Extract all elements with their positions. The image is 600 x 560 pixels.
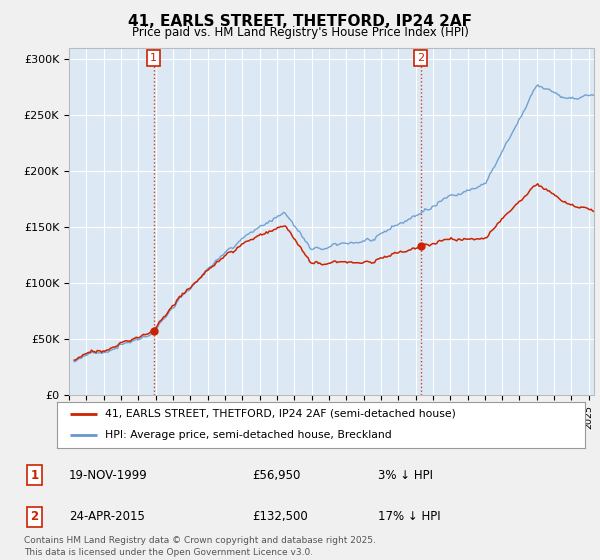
Text: 1: 1	[31, 469, 38, 482]
Text: 24-APR-2015: 24-APR-2015	[69, 510, 145, 524]
Text: £132,500: £132,500	[252, 510, 308, 524]
Text: Contains HM Land Registry data © Crown copyright and database right 2025.
This d: Contains HM Land Registry data © Crown c…	[24, 536, 376, 557]
Text: 2: 2	[417, 53, 424, 63]
Text: HPI: Average price, semi-detached house, Breckland: HPI: Average price, semi-detached house,…	[104, 430, 391, 440]
Text: 1: 1	[150, 53, 157, 63]
Text: 3% ↓ HPI: 3% ↓ HPI	[378, 469, 433, 482]
Text: £56,950: £56,950	[252, 469, 301, 482]
Text: Price paid vs. HM Land Registry's House Price Index (HPI): Price paid vs. HM Land Registry's House …	[131, 26, 469, 39]
Text: 19-NOV-1999: 19-NOV-1999	[69, 469, 148, 482]
Text: 17% ↓ HPI: 17% ↓ HPI	[378, 510, 440, 524]
Text: 41, EARLS STREET, THETFORD, IP24 2AF (semi-detached house): 41, EARLS STREET, THETFORD, IP24 2AF (se…	[104, 409, 455, 418]
Text: 41, EARLS STREET, THETFORD, IP24 2AF: 41, EARLS STREET, THETFORD, IP24 2AF	[128, 14, 472, 29]
Text: 2: 2	[31, 510, 38, 524]
